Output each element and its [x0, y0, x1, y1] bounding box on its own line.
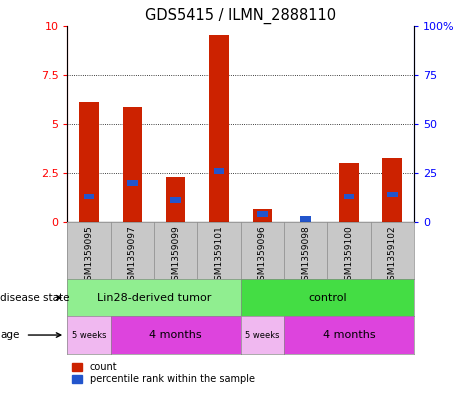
Bar — [170, 197, 181, 203]
Text: GSM1359102: GSM1359102 — [388, 225, 397, 286]
Title: GDS5415 / ILMN_2888110: GDS5415 / ILMN_2888110 — [145, 8, 336, 24]
Bar — [257, 211, 268, 217]
Bar — [127, 180, 138, 185]
Bar — [344, 193, 354, 199]
Bar — [387, 191, 398, 197]
Bar — [252, 209, 272, 222]
Text: Lin28-derived tumor: Lin28-derived tumor — [97, 293, 211, 303]
Bar — [339, 163, 359, 222]
Text: 5 weeks: 5 weeks — [245, 331, 279, 340]
Text: GSM1359099: GSM1359099 — [171, 225, 180, 286]
Text: 4 months: 4 months — [323, 330, 375, 340]
Text: GSM1359101: GSM1359101 — [214, 225, 224, 286]
Text: GSM1359096: GSM1359096 — [258, 225, 267, 286]
Text: 5 weeks: 5 weeks — [72, 331, 106, 340]
Bar — [80, 102, 99, 222]
Legend: count, percentile rank within the sample: count, percentile rank within the sample — [72, 362, 255, 384]
Text: GSM1359097: GSM1359097 — [128, 225, 137, 286]
Text: control: control — [308, 293, 346, 303]
Bar — [300, 216, 311, 222]
Text: GSM1359098: GSM1359098 — [301, 225, 310, 286]
Text: disease state: disease state — [0, 293, 70, 303]
Bar — [166, 177, 186, 222]
Bar — [84, 193, 94, 199]
Bar — [209, 35, 229, 222]
Text: age: age — [0, 330, 20, 340]
Text: GSM1359095: GSM1359095 — [85, 225, 93, 286]
Bar — [123, 107, 142, 222]
Bar — [213, 168, 224, 174]
Bar — [382, 158, 402, 222]
Text: 4 months: 4 months — [149, 330, 202, 340]
Text: GSM1359100: GSM1359100 — [345, 225, 353, 286]
